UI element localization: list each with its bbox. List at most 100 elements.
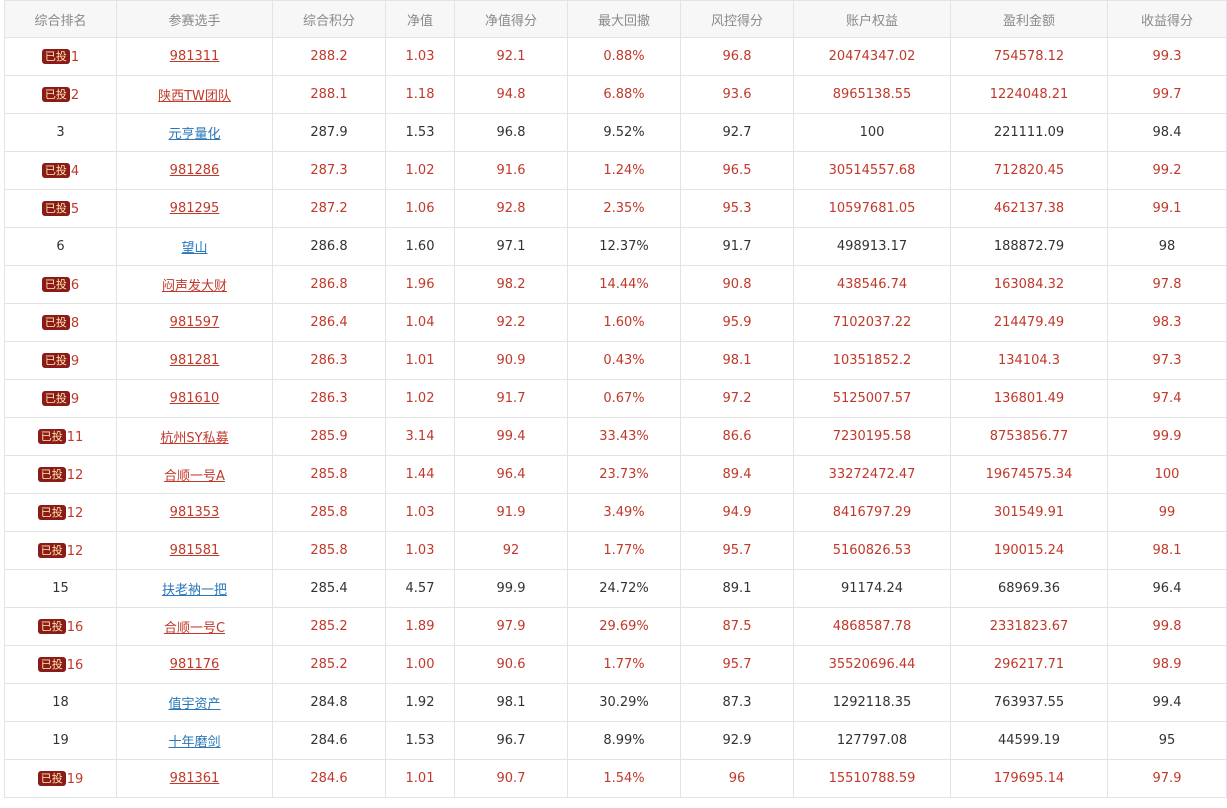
risk-score-cell: 91.7 (680, 227, 794, 266)
player-link[interactable]: 元亨量化 (168, 127, 221, 142)
return-score-cell: 96.4 (1107, 569, 1227, 608)
invested-badge: 已投 (37, 618, 66, 634)
profit-cell: 8753856.77 (950, 417, 1108, 456)
score-cell: 286.3 (272, 379, 386, 418)
player-link[interactable]: 扶老衲一把 (161, 583, 227, 598)
nav-cell: 1.92 (385, 683, 455, 722)
return-score-cell: 99.2 (1107, 151, 1227, 190)
profit-cell: 136801.49 (950, 379, 1108, 418)
max-drawdown-cell: 1.54% (567, 759, 681, 798)
col-header-equity[interactable]: 账户权益 (793, 0, 951, 38)
invested-badge: 已投 (41, 390, 70, 406)
rank-value: 12 (66, 467, 84, 483)
score-cell: 285.2 (272, 607, 386, 646)
player-link[interactable]: 值宇资产 (168, 697, 221, 712)
rank-value: 12 (66, 543, 84, 559)
player-cell: 十年磨剑 (116, 721, 273, 760)
nav-score-cell: 91.6 (454, 151, 568, 190)
table-row: 已投 16 合顺一号C 285.2 1.89 97.9 29.69% 87.5 4868587.… (4, 607, 1227, 646)
return-score-cell: 95 (1107, 721, 1227, 760)
rank-cell: 已投 9 (4, 379, 117, 418)
nav-score-cell: 98.2 (454, 265, 568, 304)
nav-cell: 1.06 (385, 189, 455, 228)
score-cell: 287.9 (272, 113, 386, 152)
player-link[interactable]: 981311 (169, 49, 220, 64)
col-header-nav-score[interactable]: 净值得分 (454, 0, 568, 38)
table-row: 18 值宇资产 284.8 1.92 98.1 30.29% 87.3 1292118.35 7… (4, 683, 1227, 722)
player-link[interactable]: 981176 (169, 657, 220, 672)
player-link[interactable]: 981597 (169, 315, 220, 330)
rank-value: 6 (70, 277, 80, 293)
equity-cell: 4868587.78 (793, 607, 951, 646)
max-drawdown-cell: 1.60% (567, 303, 681, 342)
player-link[interactable]: 981610 (169, 391, 220, 406)
rank-cell: 已投 11 (4, 417, 117, 456)
return-score-cell: 99 (1107, 493, 1227, 532)
player-link[interactable]: 杭州SY私募 (160, 431, 229, 446)
profit-cell: 301549.91 (950, 493, 1108, 532)
max-drawdown-cell: 24.72% (567, 569, 681, 608)
score-cell: 285.8 (272, 531, 386, 570)
nav-score-cell: 92.1 (454, 37, 568, 76)
max-drawdown-cell: 0.43% (567, 341, 681, 380)
nav-cell: 1.01 (385, 759, 455, 798)
rank-value: 9 (70, 353, 80, 369)
player-cell: 981281 (116, 341, 273, 380)
table-row: 3 元亨量化 287.9 1.53 96.8 9.52% 92.7 100 221111.09 9… (4, 113, 1227, 152)
table-row: 已投 12 981581 285.8 1.03 92 1.77% 95.7 5160826.53… (4, 531, 1227, 570)
risk-score-cell: 87.5 (680, 607, 794, 646)
nav-cell: 1.18 (385, 75, 455, 114)
rank-cell: 已投 5 (4, 189, 117, 228)
profit-cell: 2331823.67 (950, 607, 1108, 646)
rank-value: 3 (56, 125, 65, 140)
player-link[interactable]: 981295 (169, 201, 220, 216)
nav-cell: 1.01 (385, 341, 455, 380)
profit-cell: 44599.19 (950, 721, 1108, 760)
col-header-rank[interactable]: 综合排名 (4, 0, 117, 38)
col-header-score[interactable]: 综合积分 (272, 0, 386, 38)
player-link[interactable]: 闷声发大财 (161, 279, 227, 294)
profit-cell: 712820.45 (950, 151, 1108, 190)
rank-cell: 15 (4, 569, 117, 608)
nav-score-cell: 90.9 (454, 341, 568, 380)
invested-badge: 已投 (41, 162, 70, 178)
player-link[interactable]: 981286 (169, 163, 220, 178)
player-cell: 望山 (116, 227, 273, 266)
invested-badge: 已投 (37, 542, 66, 558)
return-score-cell: 99.3 (1107, 37, 1227, 76)
col-header-risk-score[interactable]: 风控得分 (680, 0, 794, 38)
header-row: 综合排名 参赛选手 综合积分 净值 净值得分 最大回撤 风控得分 账户权益 盈利… (4, 0, 1227, 38)
player-link[interactable]: 合顺一号A (164, 469, 225, 484)
col-header-max-drawdown[interactable]: 最大回撤 (567, 0, 681, 38)
score-cell: 285.8 (272, 455, 386, 494)
table-body: 已投 1 981311 288.2 1.03 92.1 0.88% 96.8 20474347.… (4, 37, 1227, 798)
rank-value: 12 (66, 505, 84, 521)
player-link[interactable]: 981361 (169, 771, 220, 786)
player-link[interactable]: 合顺一号C (163, 621, 226, 636)
risk-score-cell: 93.6 (680, 75, 794, 114)
score-cell: 285.8 (272, 493, 386, 532)
col-header-return-score[interactable]: 收益得分 (1107, 0, 1227, 38)
player-link[interactable]: 981581 (169, 543, 220, 558)
equity-cell: 20474347.02 (793, 37, 951, 76)
equity-cell: 8416797.29 (793, 493, 951, 532)
player-cell: 合顺一号A (116, 455, 273, 494)
player-link[interactable]: 十年磨剑 (168, 735, 221, 750)
col-header-player[interactable]: 参赛选手 (116, 0, 273, 38)
col-header-nav[interactable]: 净值 (385, 0, 455, 38)
table-row: 6 望山 286.8 1.60 97.1 12.37% 91.7 498913.17 18887… (4, 227, 1227, 266)
table-row: 已投 9 981281 286.3 1.01 90.9 0.43% 98.1 10351852.… (4, 341, 1227, 380)
invested-badge: 已投 (37, 504, 66, 520)
return-score-cell: 98.3 (1107, 303, 1227, 342)
player-link[interactable]: 望山 (181, 241, 208, 256)
equity-cell: 127797.08 (793, 721, 951, 760)
profit-cell: 179695.14 (950, 759, 1108, 798)
col-header-profit[interactable]: 盈利金额 (950, 0, 1108, 38)
player-link[interactable]: 981281 (169, 353, 220, 368)
invested-badge: 已投 (41, 48, 70, 64)
rank-cell: 已投 16 (4, 645, 117, 684)
rank-value: 16 (66, 619, 84, 635)
max-drawdown-cell: 6.88% (567, 75, 681, 114)
player-link[interactable]: 981353 (169, 505, 220, 520)
player-link[interactable]: 陕西TW团队 (158, 89, 231, 104)
